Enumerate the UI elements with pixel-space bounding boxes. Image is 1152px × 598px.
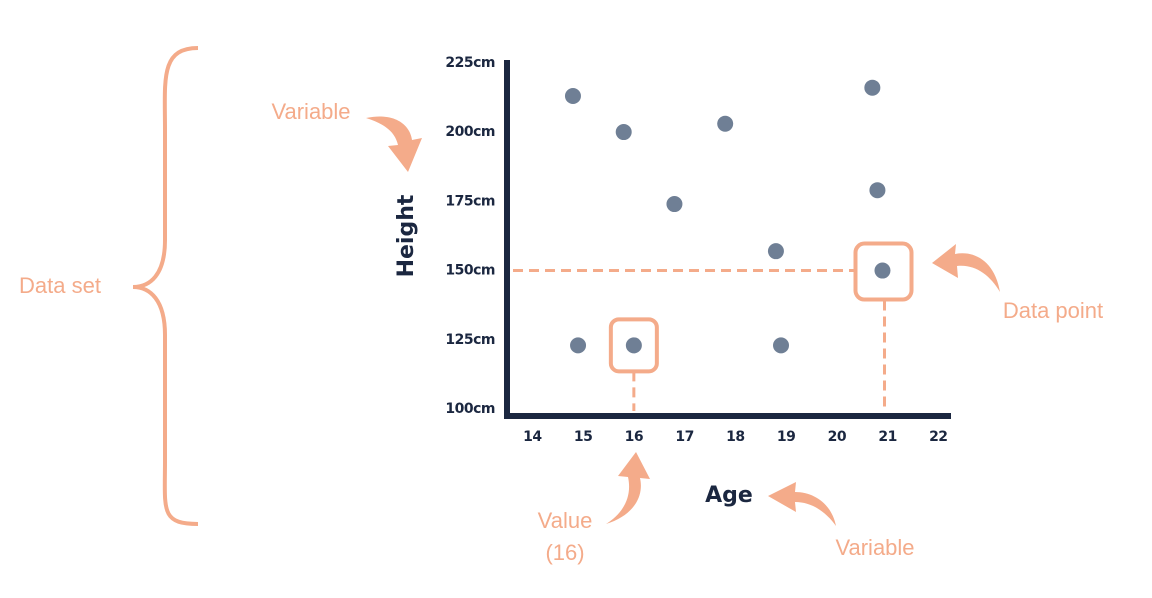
brace bbox=[132, 46, 199, 526]
y-tick-label: 225cm bbox=[445, 55, 495, 71]
data-point bbox=[767, 243, 784, 260]
data-point bbox=[869, 182, 886, 199]
highlight-box bbox=[853, 241, 914, 302]
y-tick-label: 175cm bbox=[445, 193, 495, 209]
x-tick-label: 21 bbox=[878, 429, 896, 445]
y-tick-label: 125cm bbox=[445, 332, 495, 348]
highlight-box bbox=[608, 317, 659, 374]
arrow bbox=[366, 116, 422, 172]
annotation: Variable bbox=[835, 535, 914, 560]
x-tick-label: 14 bbox=[523, 429, 542, 445]
annotation: Data set bbox=[19, 273, 101, 298]
y-axis-label: Height bbox=[394, 194, 419, 277]
annotation: Data point bbox=[1003, 298, 1103, 323]
annotation: (16) bbox=[545, 540, 584, 565]
annotation: Variable bbox=[271, 99, 350, 124]
x-tick-label: 22 bbox=[929, 429, 947, 445]
data-point bbox=[570, 337, 587, 354]
data-point bbox=[666, 196, 683, 213]
data-point bbox=[874, 262, 891, 279]
y-tick-label: 200cm bbox=[445, 124, 495, 140]
x-tick-label: 17 bbox=[675, 429, 693, 445]
x-tick-label: 15 bbox=[574, 429, 592, 445]
annotation: Value bbox=[538, 508, 593, 533]
data-point bbox=[773, 337, 790, 354]
arrow bbox=[606, 452, 650, 524]
y-tick-label: 150cm bbox=[445, 263, 495, 279]
x-tick-label: 20 bbox=[828, 429, 847, 445]
arrow bbox=[768, 482, 836, 526]
data-point bbox=[564, 88, 581, 105]
data-point bbox=[717, 115, 734, 132]
data-point bbox=[625, 337, 642, 354]
arrow bbox=[932, 244, 1000, 292]
x-tick-label: 19 bbox=[777, 429, 795, 445]
data-point bbox=[864, 79, 881, 96]
arrows bbox=[366, 116, 1000, 526]
data-point bbox=[615, 124, 632, 141]
y-tick-label: 100cm bbox=[445, 401, 495, 417]
x-tick-label: 16 bbox=[625, 429, 643, 445]
x-axis-label: Age bbox=[705, 483, 753, 508]
x-tick-label: 18 bbox=[726, 429, 744, 445]
